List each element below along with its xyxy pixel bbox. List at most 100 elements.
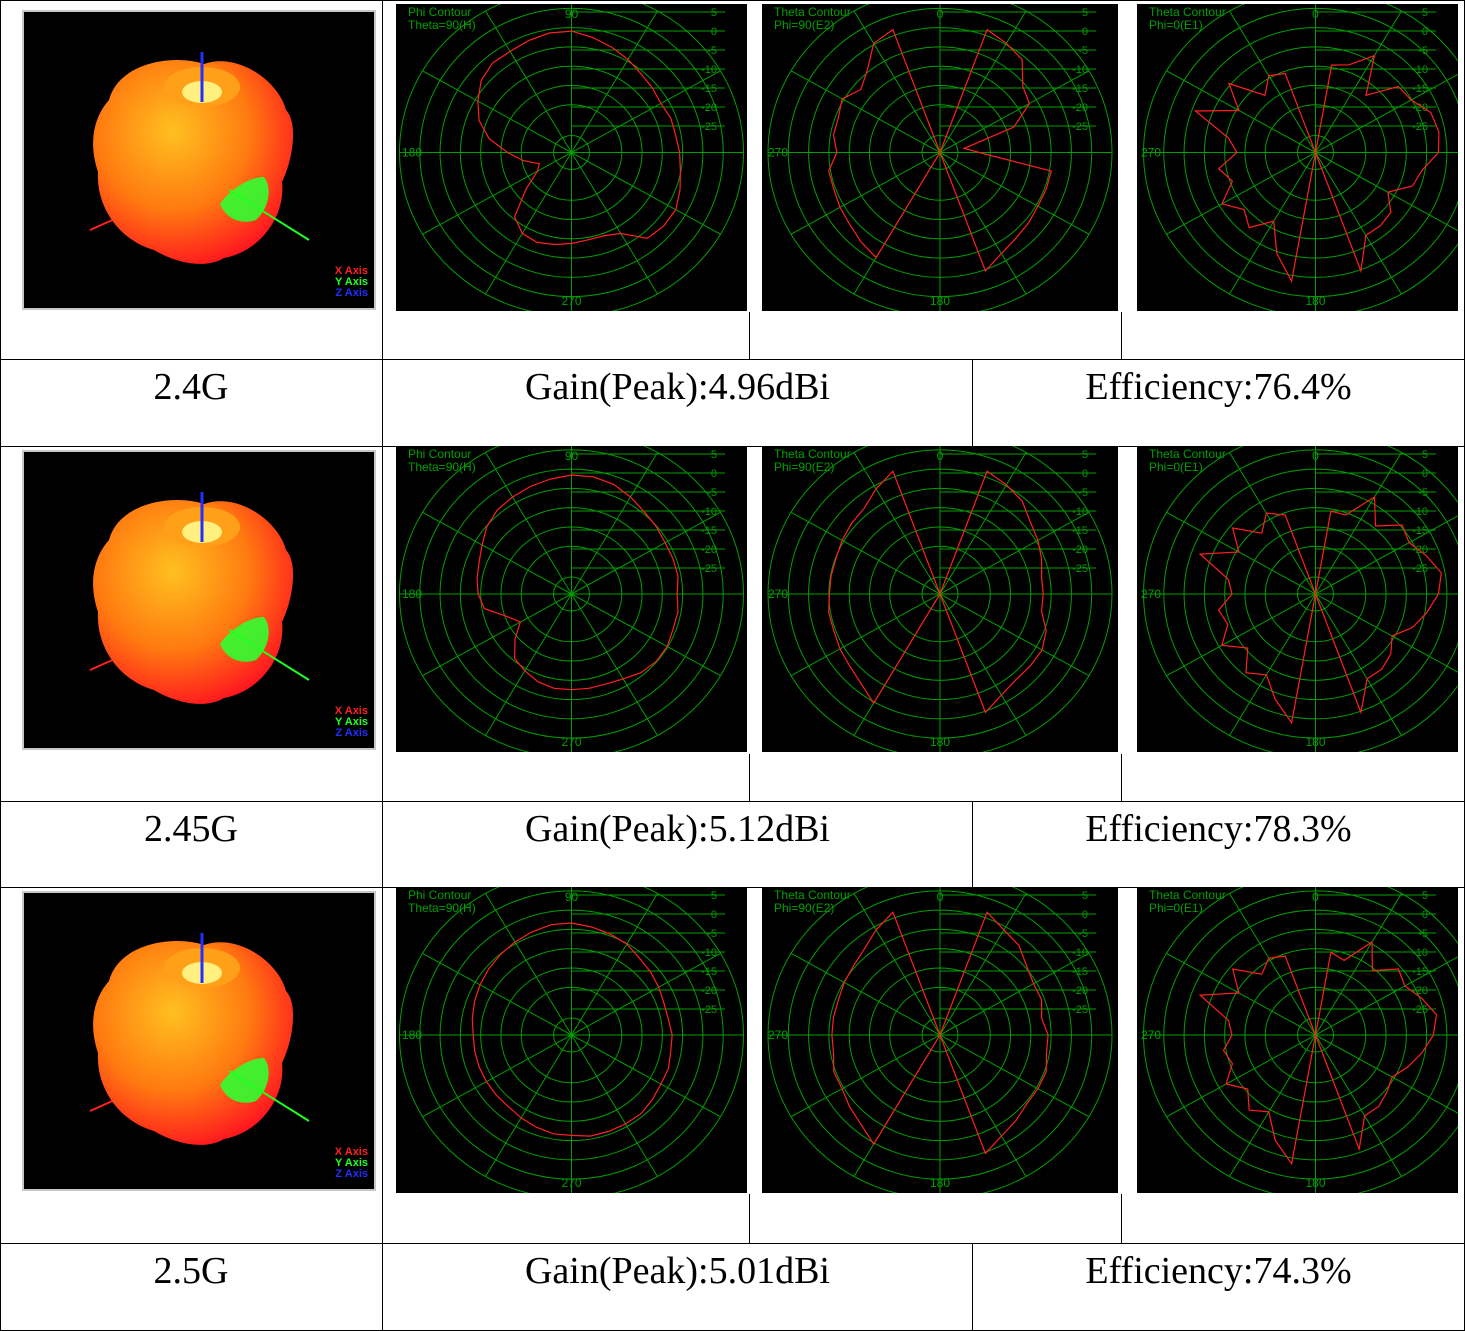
polar-ring-label: 5	[1082, 7, 1088, 19]
polar-plot-phi: 5 0 -5 -10 -15 -20 -25 Phi Contour Theta=90(H) 90…	[396, 430, 747, 758]
col-divider	[749, 1194, 750, 1244]
polar-ring-label: -25	[701, 1004, 717, 1016]
polar-ring-label: -25	[1072, 563, 1088, 575]
polar-ring-label: -15	[1412, 966, 1428, 978]
polar-trace	[477, 30, 682, 246]
polar-title: Theta Contour	[1149, 5, 1226, 19]
col-divider	[1121, 312, 1122, 360]
polar-ring-label: -15	[701, 966, 717, 978]
3d-pattern-panel: X Axis Y Axis Z Axis	[22, 10, 376, 310]
polar-ring-label: -20	[1412, 985, 1428, 997]
polar-ring-label: -20	[1072, 985, 1088, 997]
polar-ring-label: -5	[1078, 45, 1088, 57]
polar-angle-label-bottom: 270	[561, 735, 581, 749]
col-divider	[749, 312, 750, 360]
polar-ring-label: 0	[711, 26, 717, 38]
3d-pattern-panel: X Axis Y Axis Z Axis	[22, 450, 376, 750]
polar-ring-label: 5	[1422, 890, 1428, 902]
polar-ring-label: 5	[1422, 7, 1428, 19]
polar-ring-label: -10	[1072, 947, 1088, 959]
polar-title: Phi Contour	[408, 5, 471, 19]
gain-label: Gain(Peak):5.12dBi	[524, 808, 830, 850]
polar-ring-label: -10	[1412, 64, 1428, 76]
polar-ring-label: -25	[1412, 563, 1428, 575]
polar-ring-label: 5	[711, 449, 717, 461]
table-border-top	[0, 0, 1465, 1]
polar-subtitle: Phi=0(E1)	[1149, 901, 1203, 915]
polar-trace	[828, 28, 1053, 273]
polar-subtitle: Theta=90(H)	[408, 460, 476, 474]
polar-ring-label: 5	[711, 7, 717, 19]
axis-legend-label: Y Axis	[335, 1157, 368, 1169]
col-divider	[749, 754, 750, 802]
polar-ring-label: -10	[1412, 506, 1428, 518]
y-axis-line	[228, 1070, 310, 1122]
polar-ring-label: 0	[1422, 26, 1428, 38]
frequency-label: 2.45G	[144, 808, 238, 850]
polar-ring-label: -25	[1072, 1004, 1088, 1016]
polar-grid-spoke	[422, 952, 721, 1118]
polar-angle-label-top: 0	[937, 449, 944, 463]
polar-trace	[471, 922, 673, 1137]
polar-ring-label: -25	[1072, 121, 1088, 133]
polar-ring-label: -15	[1072, 525, 1088, 537]
polar-angle-label-side: 270	[768, 1028, 788, 1042]
axis-legend-label: Z Axis	[335, 287, 368, 299]
polar-ring-label: -5	[1418, 487, 1428, 499]
polar-angle-label-side: 180	[402, 587, 422, 601]
polar-ring-label: 5	[711, 890, 717, 902]
3d-pattern-panel: X Axis Y Axis Z Axis	[22, 891, 376, 1191]
polar-angle-label-top: 90	[565, 890, 579, 904]
axis-legend-label: X Axis	[335, 705, 368, 717]
polar-subtitle: Phi=0(E1)	[1149, 18, 1203, 32]
polar-ring-label: -15	[1412, 83, 1428, 95]
polar-title: Theta Contour	[1149, 447, 1226, 461]
polar-ring-label: -20	[701, 102, 717, 114]
efficiency-label: Efficiency:78.3%	[1085, 808, 1352, 850]
axis-legend-label: Z Axis	[335, 727, 368, 739]
polar-ring-label: -15	[1412, 525, 1428, 537]
polar-grid-spoke	[422, 70, 721, 235]
polar-trace	[476, 474, 679, 691]
polar-angle-label-bottom: 180	[1305, 294, 1325, 308]
polar-ring-label: -15	[701, 525, 717, 537]
polar-plot-theta-e2: 5 0 -5 -10 -15 -20 -25 Theta Contour Phi=90(E2) 0…	[762, 0, 1118, 317]
row-divider	[0, 359, 1465, 360]
col-divider-1	[382, 0, 383, 1331]
polar-trace	[1193, 54, 1440, 283]
polar-angle-label-top: 0	[937, 890, 944, 904]
col-divider	[1121, 1194, 1122, 1244]
polar-ring-label: -20	[1412, 544, 1428, 556]
polar-ring-label: 0	[1082, 468, 1088, 480]
polar-ring-label: -20	[1072, 544, 1088, 556]
axis-legend-label: X Axis	[335, 265, 368, 277]
polar-title: Theta Contour	[774, 5, 851, 19]
polar-ring-label: 0	[1422, 909, 1428, 921]
polar-ring-label: 0	[711, 909, 717, 921]
polar-trace	[1198, 940, 1438, 1166]
polar-angle-label-side: 180	[402, 1028, 422, 1042]
polar-title: Phi Contour	[408, 888, 471, 902]
polar-angle-label-bottom: 180	[1305, 1176, 1325, 1190]
polar-angle-label-bottom: 180	[930, 294, 950, 308]
polar-angle-label-bottom: 270	[561, 294, 581, 308]
polar-ring-label: -15	[701, 83, 717, 95]
polar-title: Theta Contour	[774, 447, 851, 461]
polar-plot-theta-e2: 5 0 -5 -10 -15 -20 -25 Theta Contour Phi=90(E2) 0…	[762, 871, 1118, 1199]
polar-ring-label: -5	[707, 487, 717, 499]
polar-ring-label: -20	[1072, 102, 1088, 114]
axis-legend-label: Y Axis	[335, 716, 368, 728]
efficiency-label: Efficiency:74.3%	[1085, 1250, 1352, 1292]
polar-subtitle: Theta=90(H)	[408, 18, 476, 32]
polar-ring-label: -25	[1412, 1004, 1428, 1016]
axis-legend-label: Z Axis	[335, 1168, 368, 1180]
polar-ring-label: 5	[1082, 449, 1088, 461]
polar-ring-label: -10	[1072, 506, 1088, 518]
table-border-left	[0, 0, 1, 1331]
y-axis-line	[228, 629, 310, 681]
polar-angle-label-bottom: 180	[930, 1176, 950, 1190]
polar-angle-label-top: 0	[937, 7, 944, 21]
polar-plot-theta-e1: 5 0 -5 -10 -15 -20 -25 Theta Contour Phi=0(E1) 0 2…	[1137, 0, 1465, 317]
row-divider	[0, 1243, 1465, 1244]
